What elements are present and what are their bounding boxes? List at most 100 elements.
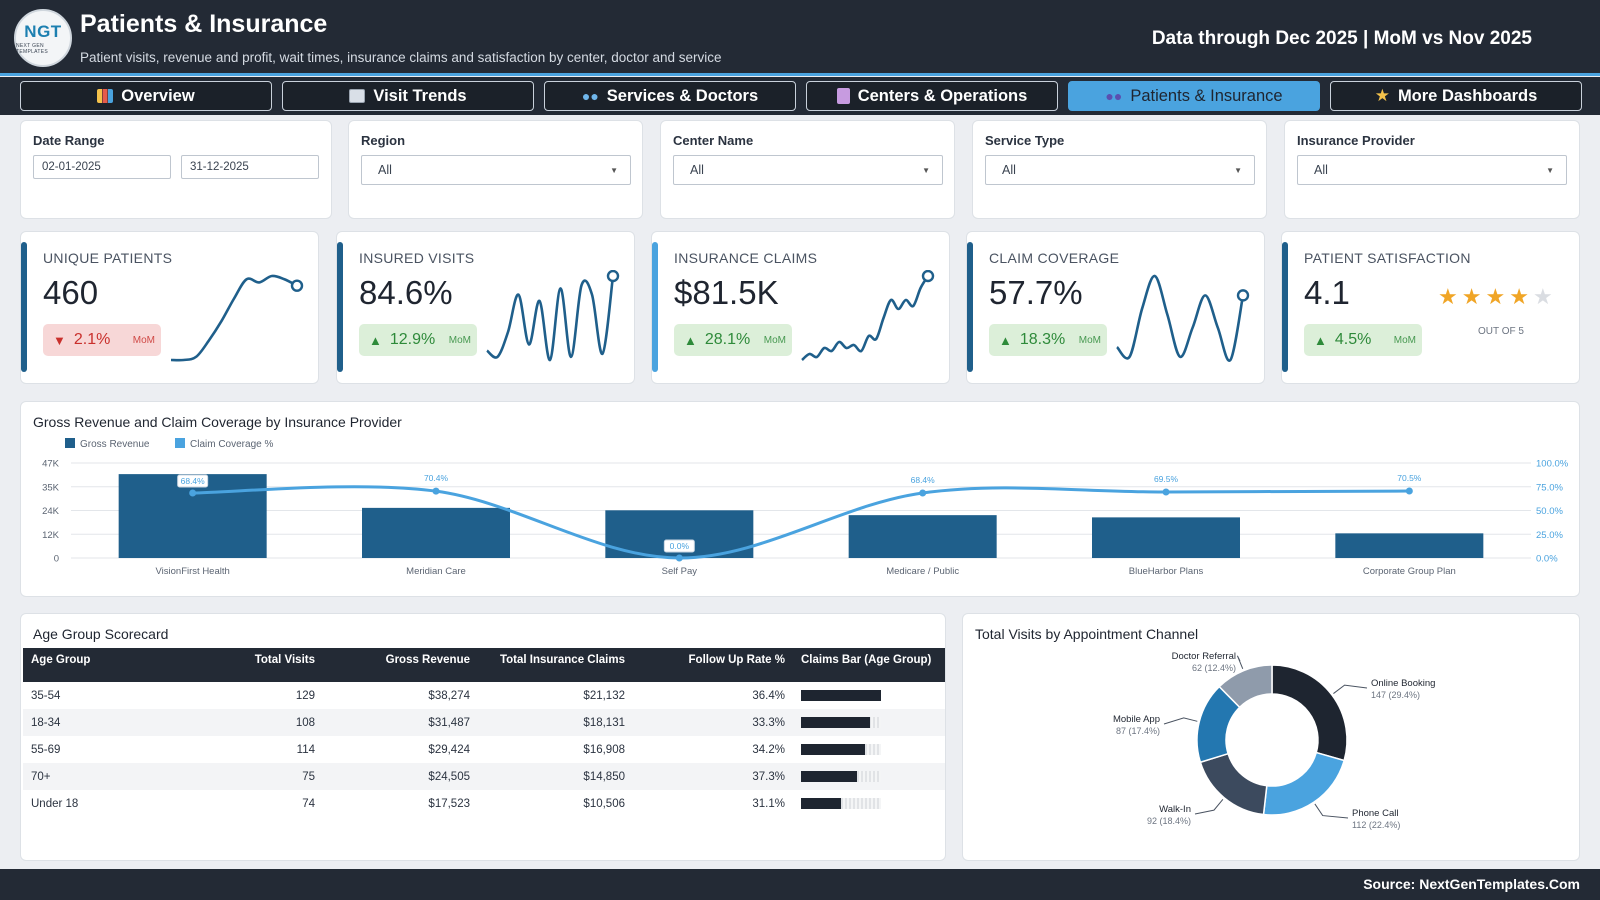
delta-period: MoM — [132, 334, 155, 346]
kpi-delta-badge: ▲ 12.9% MoM — [359, 324, 477, 356]
sparkline — [1116, 274, 1250, 362]
x-tick-label: VisionFirst Health — [156, 566, 230, 577]
delta-period: MoM — [1393, 334, 1416, 346]
filter-center: Center Name All ▼ — [660, 120, 955, 219]
revenue-bar[interactable] — [1092, 517, 1240, 558]
sparkline-path — [486, 275, 615, 362]
tab-overview[interactable]: Overview — [20, 81, 272, 111]
claims-cell: $14,850 — [478, 763, 633, 790]
table-row[interactable]: 70+ 75 $24,505 $14,850 37.3% — [23, 763, 945, 790]
column-header[interactable]: Total Insurance Claims — [478, 648, 633, 682]
tab-centers-operations[interactable]: Centers & Operations — [806, 81, 1058, 111]
page-subtitle: Patient visits, revenue and profit, wait… — [80, 50, 722, 65]
sparkline-endpoint — [606, 270, 620, 283]
chevron-down-icon: ▼ — [1546, 166, 1554, 175]
filter-insurance-provider: Insurance Provider All ▼ — [1284, 120, 1580, 219]
donut-slice[interactable] — [1218, 664, 1273, 709]
start-date-input[interactable]: 02-01-2025 — [33, 155, 171, 179]
scorecard-title: Age Group Scorecard — [33, 626, 169, 642]
data-period-note: Data through Dec 2025 | MoM vs Nov 2025 — [1151, 28, 1532, 49]
y-tick-right: 25.0% — [1536, 530, 1563, 541]
slice-label: Phone Call — [1352, 808, 1398, 819]
coverage-point[interactable] — [1162, 488, 1170, 496]
select-value: All — [1002, 163, 1016, 177]
star-empty-icon: ★ — [1532, 284, 1553, 309]
revenue-cell: $24,505 — [323, 763, 478, 790]
page-title: Patients & Insurance — [80, 10, 328, 38]
tab-label: Overview — [121, 86, 195, 105]
tab-more-dashboards[interactable]: ★ More Dashboards — [1330, 81, 1582, 111]
y-tick-right: 0.0% — [1536, 554, 1558, 565]
dashboard-nav: Overview Visit Trends ●● Services & Doct… — [0, 77, 1600, 115]
visits-cell: 129 — [295, 689, 315, 702]
coverage-data-label: 68.4% — [911, 475, 936, 485]
slice-value: 147 (29.4%) — [1371, 690, 1420, 700]
tab-services-doctors[interactable]: ●● Services & Doctors — [544, 81, 796, 111]
claims-bar-cell — [793, 709, 945, 736]
service-select[interactable]: All ▼ — [985, 155, 1255, 185]
claims-bar-cell — [793, 736, 945, 763]
delta-value: 28.1% — [704, 331, 751, 348]
column-header[interactable]: Gross Revenue — [323, 648, 478, 682]
coverage-point[interactable] — [1405, 487, 1413, 495]
coverage-data-label: 70.4% — [424, 473, 449, 483]
table-row[interactable]: 35-54 129 $38,274 $21,132 36.4% — [23, 682, 945, 709]
filter-label: Date Range — [33, 133, 105, 148]
table-row[interactable]: 55-69 114 $29,424 $16,908 34.2% — [23, 736, 945, 763]
header-accent-line — [0, 73, 1600, 76]
tab-label: Centers & Operations — [857, 86, 1028, 105]
donut-slice[interactable] — [1199, 752, 1268, 816]
claims-bar-cell — [793, 763, 945, 790]
coverage-data-label: 0.0% — [670, 541, 690, 551]
kpi-value: 57.7% — [989, 274, 1083, 311]
leader-line — [1163, 717, 1198, 725]
table-row[interactable]: 18-34 108 $31,487 $18,131 33.3% — [23, 709, 945, 736]
column-header[interactable]: Follow Up Rate % — [633, 648, 793, 682]
end-date-input[interactable]: 31-12-2025 — [181, 155, 319, 179]
donut-slice[interactable] — [1262, 751, 1346, 816]
tab-patients-insurance[interactable]: ●● Patients & Insurance — [1068, 81, 1320, 111]
age-group-table: Age Group Total Visits Gross Revenue Tot… — [23, 648, 945, 817]
claims-cell: $21,132 — [583, 689, 625, 702]
revenue-cell: $29,424 — [428, 743, 470, 756]
claims-cell: $18,131 — [478, 709, 633, 736]
followup-cell: 33.3% — [633, 709, 793, 736]
column-header[interactable]: Total Visits — [193, 648, 323, 682]
coverage-point[interactable] — [432, 487, 440, 495]
claims-bar-track — [801, 770, 881, 782]
kpi-card-patient-satisfaction: PATIENT SATISFACTION 4.1 ▲ 4.5% MoM ★ ★ ★ ★… — [1281, 231, 1580, 384]
data-label-box — [177, 474, 209, 488]
kpi-value: 84.6% — [359, 274, 453, 311]
revenue-coverage-chart-card: Gross Revenue and Claim Coverage by Insu… — [20, 401, 1580, 597]
revenue-bar[interactable] — [848, 515, 997, 558]
coverage-point[interactable] — [189, 489, 197, 497]
table-row[interactable]: Under 18 74 $17,523 $10,506 31.1% — [23, 790, 945, 817]
coverage-point[interactable] — [675, 554, 683, 562]
donut-slice[interactable] — [1271, 664, 1348, 762]
claims-bar-track — [801, 716, 881, 728]
y-tick-left: 12K — [42, 530, 60, 541]
claims-cell: $10,506 — [583, 797, 625, 810]
coverage-data-label: 68.4% — [181, 476, 206, 486]
coverage-point[interactable] — [919, 489, 927, 497]
kpi-label: PATIENT SATISFACTION — [1304, 250, 1471, 266]
kpi-delta-badge: ▼ 2.1% MoM — [43, 324, 161, 356]
chevron-down-icon: ▼ — [610, 166, 618, 175]
column-header[interactable]: Age Group — [23, 648, 193, 682]
column-header[interactable]: Claims Bar (Age Group) — [793, 648, 945, 682]
kpi-accent — [652, 242, 658, 372]
center-select[interactable]: All ▼ — [673, 155, 943, 185]
revenue-bar[interactable] — [1335, 533, 1484, 558]
slice-label: Online Booking — [1371, 678, 1435, 689]
footer-bar: Source: NextGenTemplates.Com — [0, 869, 1600, 900]
slice-label: Mobile App — [1113, 714, 1160, 725]
revenue-bar[interactable] — [362, 507, 510, 558]
revenue-bar[interactable] — [118, 474, 267, 558]
region-select[interactable]: All ▼ — [361, 155, 631, 185]
tab-label: Services & Doctors — [606, 86, 759, 105]
coverage-data-label: 69.5% — [1154, 474, 1179, 484]
tab-visit-trends[interactable]: Visit Trends — [282, 81, 534, 111]
insurance-select[interactable]: All ▼ — [1297, 155, 1567, 185]
appointment-channel-chart-card: Total Visits by Appointment Channel Onli… — [962, 613, 1580, 861]
